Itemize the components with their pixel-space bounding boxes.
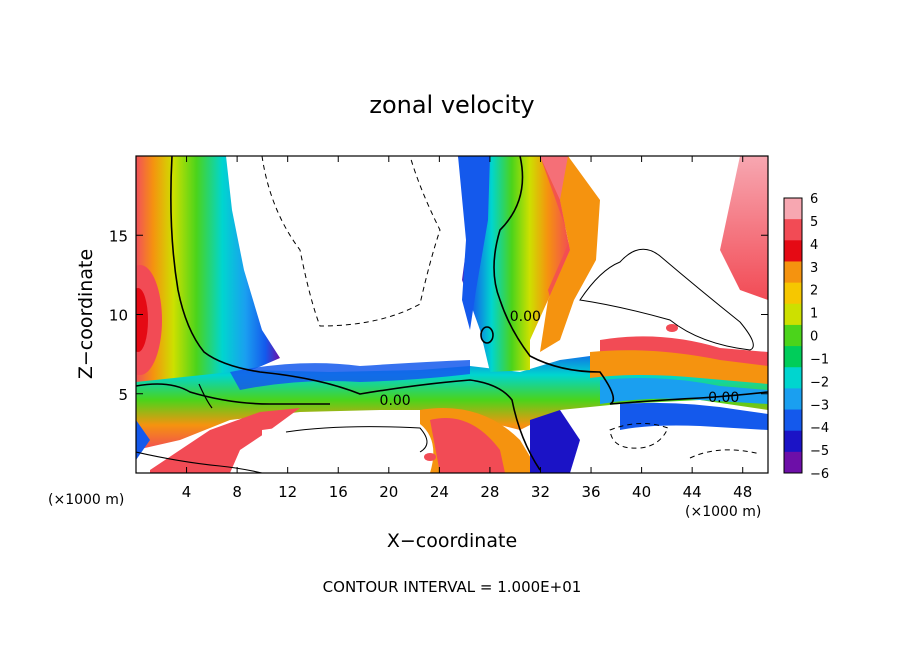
contour-label: 0.00 — [380, 393, 411, 409]
x-tick-label: 4 — [182, 483, 192, 501]
x-tick-label: 8 — [232, 483, 242, 501]
y-tick-label: 5 — [118, 386, 128, 404]
x-tick-label: 16 — [329, 483, 348, 501]
x-tick-label: 32 — [531, 483, 550, 501]
x-tick-label: 44 — [683, 483, 702, 501]
x-unit-right: (×1000 m) — [685, 504, 761, 520]
colorbar-label: 4 — [810, 238, 818, 253]
x-tick-label: 36 — [581, 483, 600, 501]
contour-interval-footer: CONTOUR INTERVAL = 1.000E+01 — [323, 578, 582, 596]
colorbar-swatch — [784, 324, 802, 347]
x-unit-left: (×1000 m) — [48, 492, 124, 508]
colorbar-label: −5 — [810, 444, 829, 459]
colorbar-label: 0 — [810, 330, 818, 345]
colorbar-swatch — [784, 451, 802, 474]
colorbar-swatch — [784, 282, 802, 305]
colorbar-label: −6 — [810, 467, 829, 482]
colorbar-frame — [783, 197, 803, 474]
y-axis-ticks: 5 10 15 — [109, 227, 768, 404]
contour-labels: 0.00 0.00 0.00 — [380, 309, 740, 409]
colorbar-label: −2 — [810, 375, 829, 390]
colorbar-swatch — [784, 367, 802, 389]
colorbar-label: 1 — [810, 307, 818, 322]
colorbar-swatch — [784, 219, 802, 241]
heatmap-field — [136, 156, 768, 473]
colorbar-label: −4 — [810, 421, 829, 436]
y-axis-label: Z−coordinate — [75, 249, 97, 379]
colorbar-label: −3 — [810, 398, 829, 413]
colorbar-swatch — [784, 303, 802, 326]
contour-label: 0.00 — [510, 309, 541, 325]
colorbar-swatch — [784, 346, 802, 368]
x-axis-label: X−coordinate — [387, 530, 517, 552]
chart-title: zonal velocity — [369, 91, 534, 119]
y-tick-label: 10 — [109, 307, 128, 325]
colorbar-label: −1 — [810, 352, 829, 367]
colorbar-label: 5 — [810, 215, 818, 230]
colorbar-label: 3 — [810, 261, 818, 276]
colorbar-label: 6 — [810, 192, 818, 207]
y-tick-label: 15 — [109, 227, 128, 245]
colorbar-swatch — [784, 240, 802, 262]
colorbar-swatch — [784, 409, 802, 432]
colorbar-swatch — [784, 198, 802, 220]
x-tick-label: 20 — [379, 483, 398, 501]
x-tick-label: 28 — [480, 483, 499, 501]
colorbar-label: 2 — [810, 284, 818, 299]
x-tick-label: 48 — [733, 483, 752, 501]
x-tick-label: 40 — [632, 483, 651, 501]
x-tick-label: 24 — [430, 483, 449, 501]
x-tick-label: 12 — [278, 483, 297, 501]
colorbar-swatch — [784, 388, 802, 411]
colorbar: 6 5 4 3 2 1 0 −1 −2 −3 −4 −5 −6 — [783, 192, 829, 482]
contour-label: 0.00 — [708, 390, 739, 406]
colorbar-swatch — [784, 261, 802, 284]
colorbar-swatch — [784, 430, 802, 453]
x-axis-ticks: 4 8 12 16 20 24 28 32 36 40 44 48 — [182, 156, 752, 501]
contour-lines — [136, 156, 768, 473]
